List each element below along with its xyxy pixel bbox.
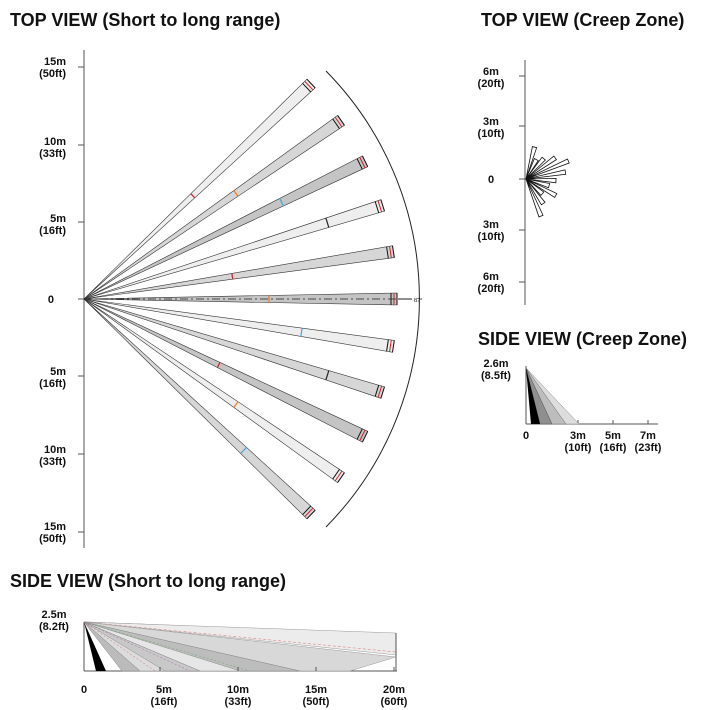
top-creep-frame <box>519 60 526 305</box>
creep-zone-beam <box>525 169 567 180</box>
side-creep-x-5m: 5m (16ft) <box>599 430 627 454</box>
top-zone-end-marker <box>389 246 392 259</box>
top-long-label-5m-lower: 5m (16ft) <box>39 366 66 390</box>
top-zone-beam <box>83 115 345 300</box>
creep-zone-beam <box>525 177 557 184</box>
top-zone-end-marker <box>391 245 395 258</box>
side-long-x-0: 0 <box>80 684 88 696</box>
title-side-view-creep-zone: SIDE VIEW (Creep Zone) <box>478 329 688 349</box>
top-creep-label-6m-upper: 6m (20ft) <box>477 66 505 90</box>
creep-zone-beam <box>525 178 558 198</box>
top-zone-end-marker <box>374 384 380 397</box>
top-zone-end-marker <box>304 80 314 91</box>
top-zone-end-marker <box>380 386 385 399</box>
top-creep-zones <box>525 146 570 218</box>
top-creep-label-3m-upper: 3m (10ft) <box>477 116 505 140</box>
top-zone-end-marker <box>337 115 345 126</box>
top-zone-beam <box>83 199 385 300</box>
top-zone-end-marker <box>377 200 383 213</box>
top-long-label-0: 0 <box>47 294 54 306</box>
top-zone-mid-marker <box>216 362 221 368</box>
top-zone-mid-marker <box>325 217 330 228</box>
creep-zone-beam <box>525 156 546 180</box>
side-creep-x-3m: 3m (10ft) <box>564 430 592 454</box>
top-zone-end-marker <box>304 507 314 518</box>
top-zone-end-marker <box>359 157 366 169</box>
top-zone-end-marker <box>361 155 369 167</box>
top-zone-mid-marker <box>233 190 239 197</box>
top-zone-end-marker <box>386 339 389 352</box>
top-zone-beam <box>83 298 345 483</box>
top-zone-mid-marker <box>233 401 239 408</box>
creep-zone-beam <box>525 178 544 218</box>
side-long-drawing <box>83 621 397 672</box>
side-long-height-label: 2.5m (8.2ft) <box>39 609 69 633</box>
creep-zone-beam <box>525 157 539 180</box>
top-zone-mid-marker <box>190 193 196 199</box>
top-creep-label-0: 0 <box>487 174 495 186</box>
top-zone-end-marker <box>377 385 383 398</box>
top-zone-end-marker <box>361 431 369 443</box>
top-creep-label-3m-lower: 3m (10ft) <box>477 219 505 243</box>
top-zone-mid-marker <box>240 446 247 454</box>
top-zone-end-marker <box>356 158 363 170</box>
title-top-view-long-range: TOP VIEW (Short to long range) <box>10 10 281 30</box>
side-long-x-10m: 10m (33ft) <box>224 684 252 708</box>
top-view-zones <box>83 78 398 520</box>
top-zone-end-marker <box>380 199 385 212</box>
top-zone-mid-marker <box>300 328 303 337</box>
top-zone-end-marker <box>337 472 345 483</box>
side-creep-drawing <box>525 366 658 425</box>
top-zone-mid-marker <box>231 273 234 280</box>
top-zone-end-marker <box>306 509 316 520</box>
creep-zone-beam <box>525 155 557 180</box>
top-zone-beam <box>83 298 385 399</box>
creep-zone-beam <box>525 178 551 189</box>
side-creep-height-label: 2.6m (8.5ft) <box>481 358 511 382</box>
top-zone-end-marker <box>389 339 392 352</box>
angle-arc <box>325 70 420 528</box>
top-zone-end-marker <box>332 118 340 130</box>
title-side-view-long-range: SIDE VIEW (Short to long range) <box>10 571 286 591</box>
creep-zone-beam <box>525 178 546 206</box>
side-long-x-20m: 20m (60ft) <box>380 684 408 708</box>
top-long-frame <box>78 50 85 548</box>
top-zone-end-marker <box>302 505 312 516</box>
top-zone-end-marker <box>386 246 389 259</box>
top-zone-end-marker <box>391 340 395 353</box>
angle-label: 87° <box>414 297 423 304</box>
top-zone-end-marker <box>302 82 312 93</box>
top-zone-mid-marker <box>279 198 284 207</box>
top-zone-mid-marker <box>325 370 330 381</box>
top-zone-end-marker <box>334 470 343 482</box>
top-long-label-15m-upper: 15m (50ft) <box>39 56 66 80</box>
side-creep-x-0: 0 <box>522 430 530 442</box>
side-creep-x-7m: 7m (23ft) <box>634 430 662 454</box>
top-zone-end-marker <box>306 78 316 89</box>
top-zone-end-marker <box>356 428 363 440</box>
creep-zone-beam <box>525 158 570 180</box>
top-long-label-5m-upper: 5m (16ft) <box>39 213 66 237</box>
title-top-view-creep-zone: TOP VIEW (Creep Zone) <box>481 10 685 30</box>
creep-zone-beam <box>525 178 545 196</box>
top-long-label-15m-lower: 15m (50ft) <box>39 521 66 545</box>
top-zone-end-marker <box>334 116 343 128</box>
top-long-label-10m-lower: 10m (33ft) <box>39 444 66 468</box>
top-zone-end-marker <box>374 201 380 214</box>
top-zone-end-marker <box>332 468 340 480</box>
top-long-label-10m-upper: 10m (33ft) <box>39 136 66 160</box>
top-zone-end-marker <box>359 429 366 441</box>
top-creep-label-6m-lower: 6m (20ft) <box>477 271 505 295</box>
side-long-x-15m: 15m (50ft) <box>302 684 330 708</box>
creep-zone-beam <box>525 146 538 180</box>
side-long-x-5m: 5m (16ft) <box>150 684 178 708</box>
